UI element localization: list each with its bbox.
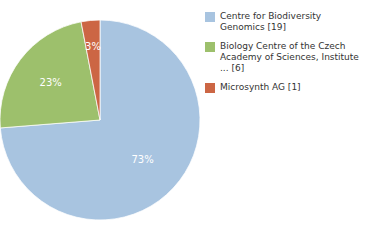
legend-label: Centre for BiodiversityGenomics [19] [220,11,322,32]
data-labels: 73% 23% 3% [40,41,154,165]
legend-swatch [205,83,215,93]
data-label: 3% [85,41,101,52]
pie-slice [81,20,100,120]
chart: 73% 23% 3% Centre for BiodiversityGenomics … [0,0,380,240]
legend-label: Microsynth AG [1] [220,82,301,92]
legend-swatch [205,12,215,22]
legend-item: Microsynth AG [1] [205,82,301,93]
legend-swatch [205,42,215,52]
data-label: 73% [131,154,153,165]
legend-label: Biology Centre of the CzechAcademy of Sc… [220,41,359,73]
legend: Centre for BiodiversityGenomics [19] Biol… [205,11,359,93]
pie [0,20,200,220]
legend-item: Biology Centre of the CzechAcademy of Sc… [205,41,359,73]
legend-item: Centre for BiodiversityGenomics [19] [205,11,322,32]
pie-slice [0,20,200,220]
data-label: 23% [40,77,62,88]
